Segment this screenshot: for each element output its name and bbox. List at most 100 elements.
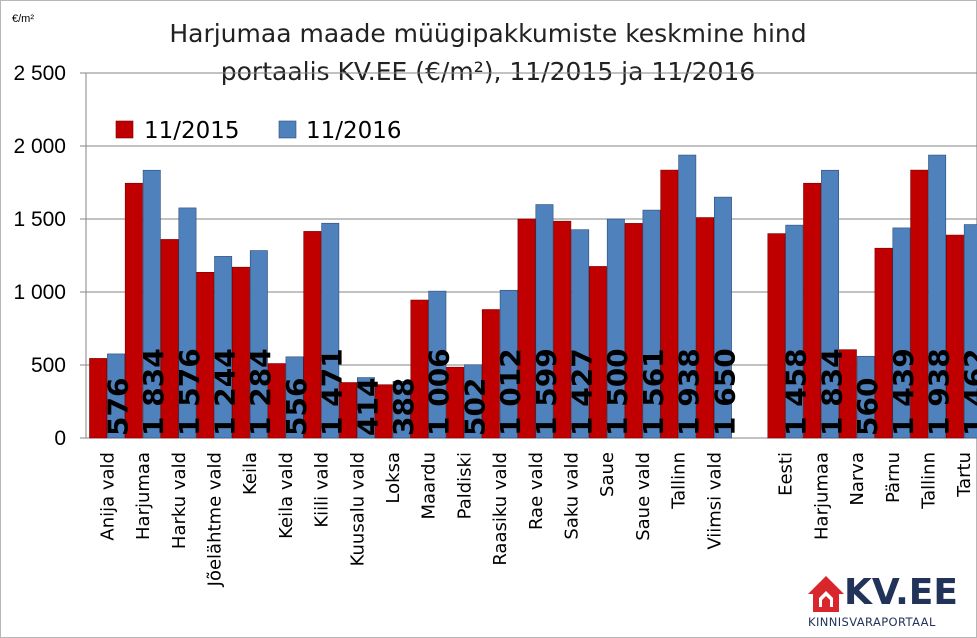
bar-2016 bbox=[571, 229, 590, 439]
bar-2015 bbox=[410, 299, 429, 439]
x-axis-label: Eesti bbox=[776, 452, 797, 496]
data-label: 1 284 bbox=[244, 348, 277, 436]
bar-2016 bbox=[178, 207, 197, 439]
bar-2015 bbox=[196, 271, 215, 439]
x-axis-label: Saue bbox=[597, 452, 618, 497]
x-axis-label: Keila bbox=[240, 452, 261, 495]
data-label: 1 500 bbox=[601, 348, 634, 436]
y-tick-label: 2 000 bbox=[13, 135, 66, 158]
bar-2015 bbox=[232, 266, 250, 439]
data-label: 1 834 bbox=[815, 348, 848, 436]
data-label: 1 244 bbox=[209, 348, 242, 436]
bar-2015 bbox=[339, 382, 357, 439]
bar-2016 bbox=[928, 154, 947, 439]
data-label: 1 650 bbox=[708, 348, 741, 436]
bar-2015 bbox=[874, 247, 893, 439]
bar-2016 bbox=[713, 196, 732, 439]
bar-2015 bbox=[303, 231, 322, 439]
bar-2016 bbox=[107, 353, 126, 439]
x-axis-label: Viimsi vald bbox=[704, 452, 725, 550]
logo-subtitle: KINNISVARAPORTAAL bbox=[808, 615, 936, 629]
data-label: 1 462 bbox=[958, 348, 977, 436]
bar-2016 bbox=[321, 222, 340, 439]
x-axis-label: Saku vald bbox=[562, 452, 583, 540]
legend-swatch-2015 bbox=[115, 120, 134, 139]
bar-2016 bbox=[464, 364, 482, 439]
bar-2016 bbox=[356, 377, 375, 439]
x-axis-label: Rae vald bbox=[526, 452, 547, 530]
bar-2015 bbox=[660, 169, 679, 439]
data-label: 1 439 bbox=[887, 348, 920, 436]
x-axis-label: Keila vald bbox=[276, 452, 297, 539]
x-axis-label: Harjumaa bbox=[811, 452, 832, 540]
data-labels: 576 1 834 1 576 1 244 1 284 556 1 471 414 388 1 0… bbox=[101, 348, 977, 436]
bar-2015 bbox=[945, 234, 964, 439]
x-axis-labels: Anija vald Harjumaa Harku vald Jõelähtme va… bbox=[97, 452, 975, 587]
bar-2015 bbox=[374, 384, 393, 439]
bars bbox=[89, 154, 977, 439]
x-axis-label: Tallinn bbox=[919, 452, 940, 510]
y-tick-label: 1 000 bbox=[13, 281, 66, 304]
x-axis-label: Jõelähtme vald bbox=[205, 452, 226, 587]
data-label: 1 458 bbox=[780, 348, 813, 436]
logo-wordmark: KV.EE bbox=[844, 572, 958, 613]
bar-2016 bbox=[249, 250, 268, 439]
bar-2015 bbox=[267, 363, 286, 439]
x-axis-label: Pärnu bbox=[883, 452, 904, 503]
y-axis: 0 500 1 000 1 500 2 000 2 500 bbox=[13, 62, 977, 450]
data-label: 1 006 bbox=[423, 348, 456, 436]
bar-2015 bbox=[696, 217, 715, 439]
unit-label: €/m² bbox=[12, 13, 34, 25]
bar-2016 bbox=[606, 218, 625, 439]
bar-2016 bbox=[856, 355, 875, 439]
bar-2015 bbox=[838, 349, 857, 439]
bar-2016 bbox=[821, 169, 840, 439]
bar-2016 bbox=[785, 224, 804, 439]
bar-2016 bbox=[892, 227, 911, 439]
bar-2016 bbox=[142, 169, 161, 439]
legend-label-2015: 11/2015 bbox=[144, 118, 240, 144]
bar-2015 bbox=[553, 220, 572, 439]
x-axis-label: Paldiski bbox=[454, 452, 475, 519]
bar-2015 bbox=[446, 366, 465, 439]
x-axis-label: Loksa bbox=[383, 452, 404, 504]
chart-title-line-2: portaalis KV.EE (€/m²), 11/2015 ja 11/20… bbox=[221, 57, 756, 86]
bar-2015 bbox=[588, 266, 607, 439]
data-label: 1 938 bbox=[673, 348, 706, 436]
data-label: 502 bbox=[458, 378, 491, 436]
x-axis-label: Raasiku vald bbox=[490, 452, 511, 566]
data-label: 1 938 bbox=[923, 348, 956, 436]
legend-label-2016: 11/2016 bbox=[306, 118, 402, 144]
bar-2016 bbox=[535, 204, 554, 439]
x-axis-label: Tallinn bbox=[669, 452, 690, 510]
x-axis-label: Tartu bbox=[954, 452, 975, 498]
data-label: 1 427 bbox=[566, 348, 599, 436]
x-axis-label: Harjumaa bbox=[133, 452, 154, 540]
data-label: 1 471 bbox=[316, 348, 349, 436]
bar-2015 bbox=[767, 233, 786, 439]
bar-2015 bbox=[481, 309, 500, 439]
house-icon bbox=[808, 576, 844, 612]
bar-2015 bbox=[910, 169, 929, 439]
bar-2016 bbox=[285, 356, 304, 439]
legend: 11/2015 11/2016 bbox=[115, 118, 402, 144]
chart-title-line-1: Harjumaa maade müügipakkumiste keskmine … bbox=[169, 19, 806, 48]
bar-2015 bbox=[624, 223, 643, 439]
data-label: 556 bbox=[280, 378, 313, 436]
data-label: 1 599 bbox=[530, 348, 563, 436]
bar-2016 bbox=[642, 209, 661, 439]
data-label: 414 bbox=[351, 378, 384, 436]
y-tick-label: 2 500 bbox=[13, 62, 66, 85]
legend-swatch-2016 bbox=[278, 120, 297, 139]
y-tick-label: 500 bbox=[31, 354, 66, 377]
bar-2016 bbox=[499, 289, 518, 439]
bar-2015 bbox=[89, 358, 108, 439]
x-axis-label: Harku vald bbox=[169, 452, 190, 549]
bar-2015 bbox=[803, 182, 822, 439]
x-axis-label: Kiili vald bbox=[312, 452, 333, 528]
bar-2015 bbox=[124, 182, 143, 439]
kv-ee-logo: KV.EE KINNISVARAPORTAAL bbox=[806, 572, 966, 630]
x-axis-label: Maardu bbox=[419, 452, 440, 520]
x-axis-label: Kuusalu vald bbox=[347, 452, 368, 566]
